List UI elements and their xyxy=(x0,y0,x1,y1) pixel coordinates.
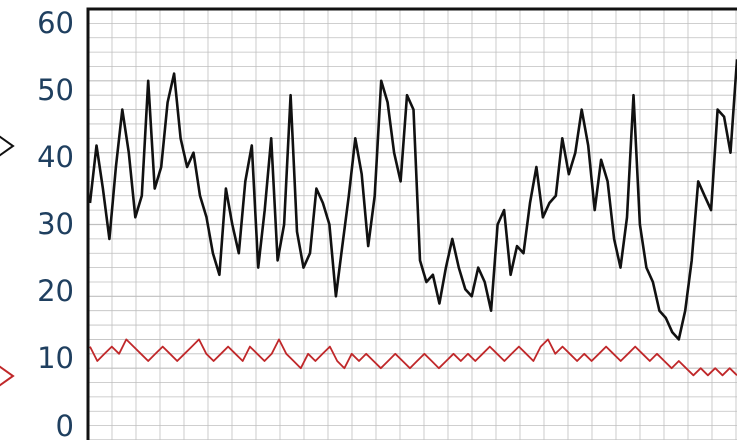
y-axis-tick-labels: 0 10 20 30 40 50 60 xyxy=(37,6,74,440)
marker-arrow-icon xyxy=(0,135,15,157)
series-lines xyxy=(88,59,737,377)
marker-arrow-icon xyxy=(0,365,15,387)
y-tick-label: 20 xyxy=(37,274,74,308)
y-tick-label: 10 xyxy=(37,341,74,375)
marker-arrow-icons xyxy=(0,135,15,387)
grid xyxy=(88,8,737,440)
y-tick-label: 30 xyxy=(37,207,74,241)
y-tick-label: 40 xyxy=(37,140,74,174)
y-tick-label: 0 xyxy=(56,409,74,440)
y-tick-label: 50 xyxy=(37,73,74,107)
plot-frame xyxy=(86,7,737,440)
series-line xyxy=(89,338,737,377)
y-tick-label: 60 xyxy=(37,6,74,40)
series-line xyxy=(88,59,737,341)
